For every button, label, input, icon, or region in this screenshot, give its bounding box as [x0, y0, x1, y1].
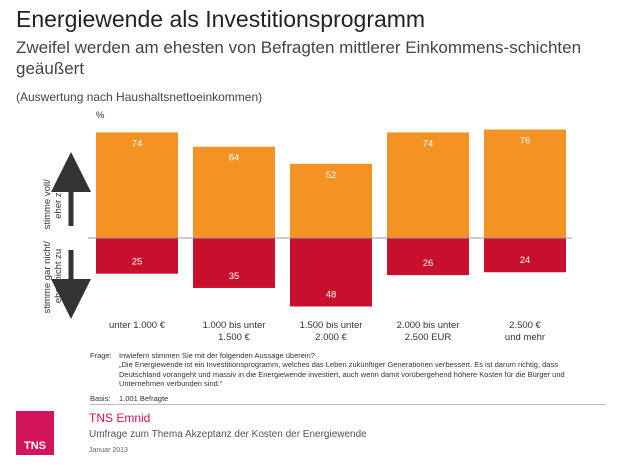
bar-agree [484, 129, 566, 238]
value-label-agree: 74 [423, 138, 434, 149]
basis-label: Basis: [90, 393, 111, 403]
agree-label-line1: stimme voll/ [42, 179, 53, 230]
category-label: 1.000 bis unter [203, 320, 266, 331]
bar-agree [290, 163, 372, 238]
value-label-disagree: 24 [520, 255, 531, 266]
category-label: unter 1.000 € [109, 320, 166, 331]
footer-divider [90, 404, 606, 405]
value-label-disagree: 25 [132, 257, 143, 268]
survey-date: Januar 2013 [89, 447, 128, 454]
category-label: und mehr [505, 332, 545, 343]
unit-label: % [96, 110, 105, 121]
bar-disagree [96, 238, 178, 274]
question-line: Inwiefern stimmen Sie mit der folgenden … [119, 351, 315, 360]
category-label: 2.500 EUR [405, 332, 452, 343]
bar-disagree [193, 238, 275, 288]
chart-note: (Auswertung nach Haushaltsnettoeinkommen… [16, 90, 263, 104]
category-label: 1.500 € [218, 332, 250, 343]
question-line: „Die Energiewende ist ein Investitionspr… [119, 360, 558, 370]
value-label-agree: 76 [520, 136, 531, 147]
tns-logo: TNS [16, 411, 54, 455]
value-label-agree: 64 [229, 153, 240, 164]
value-label-agree: 52 [326, 170, 337, 181]
value-label-disagree: 35 [229, 271, 240, 282]
category-label: 2.000 € [315, 332, 347, 343]
basis-value: 1.001 Befragte [119, 393, 169, 403]
bar-agree [387, 132, 469, 238]
category-label: 2.500 € [509, 320, 541, 331]
value-label-agree: 74 [132, 138, 143, 149]
question-footnote: Frage: Inwiefern stimmen Sie mit der fol… [90, 351, 610, 408]
svg-text:stimme gar nicht/ eher n: stimme gar nicht/ eher nicht zu [42, 239, 64, 314]
value-label-disagree: 48 [326, 289, 337, 300]
bar-agree [96, 132, 178, 238]
question-line: Deutschland vorangeht und massiv in die … [119, 369, 565, 379]
category-label: 2.000 bis unter [397, 320, 460, 331]
agree-label-line2: eher zu [53, 187, 64, 219]
bar-chart: 74 25 64 35 52 48 74 26 76 24 % stimme voll/ eher… [42, 110, 572, 343]
bars-group: 74 25 64 35 52 48 74 26 76 24 [96, 129, 566, 307]
bar-disagree [484, 238, 566, 273]
bar-disagree [290, 238, 372, 307]
question-line: Unternehmen verbunden sind.“ [119, 379, 223, 389]
chart-subtitle: Zweifel werden am ehesten von Befragten … [16, 38, 582, 78]
bar-agree [193, 146, 275, 238]
agree-indicator: stimme voll/ eher zu [42, 152, 91, 230]
disagree-label-line1: stimme gar nicht/ [42, 241, 53, 314]
question-label: Frage: [90, 351, 112, 360]
chart-title: Energiewende als Investitionsprogramm [16, 6, 426, 32]
bar-disagree [387, 238, 469, 276]
category-label: 1.500 bis unter [300, 320, 363, 331]
survey-title: Umfrage zum Thema Akzeptanz der Kosten d… [89, 429, 367, 440]
value-label-disagree: 26 [423, 258, 434, 269]
svg-text:stimme voll/ eher zu: stimme voll/ eher zu [42, 177, 64, 230]
brand-name: TNS Emnid [89, 411, 151, 425]
disagree-indicator: stimme gar nicht/ eher nicht zu [42, 239, 91, 319]
disagree-label-line2: eher nicht zu [53, 249, 64, 303]
